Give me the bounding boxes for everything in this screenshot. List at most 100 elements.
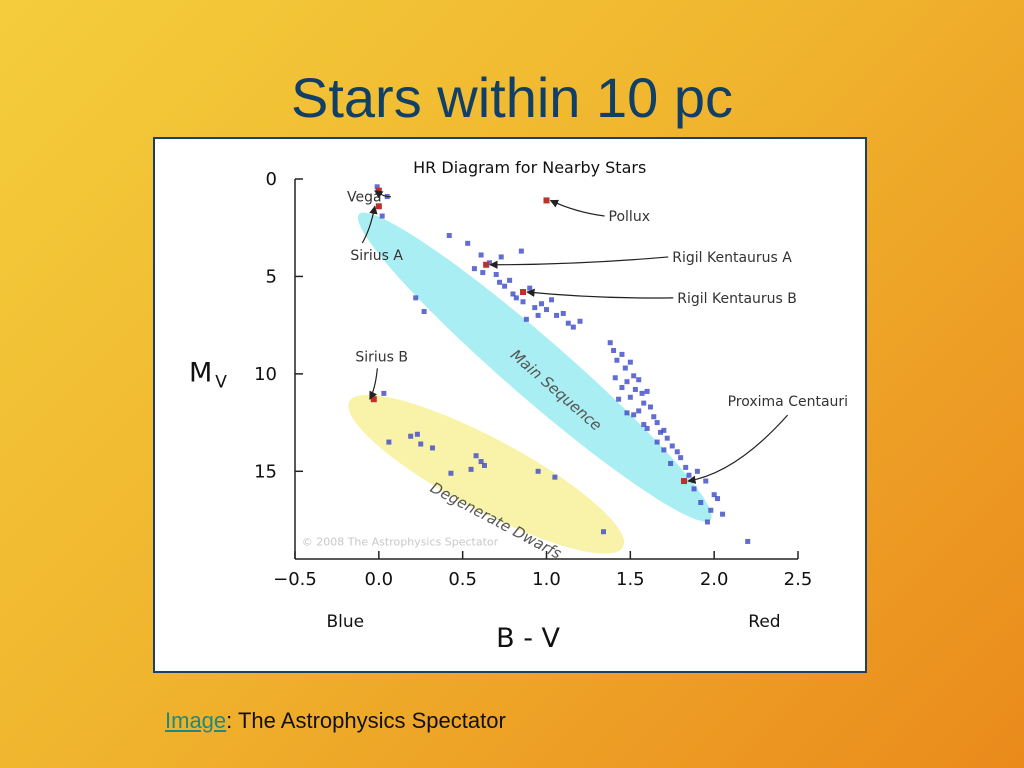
star-point-83 [429,445,435,451]
star-point-40 [636,377,642,383]
x-tick-label-2: 0.5 [448,569,477,590]
star-point-9 [480,270,486,276]
star-point-7 [518,248,524,254]
star-label-vega: Vega [347,190,382,206]
star-point-41 [632,386,638,392]
star-point-71 [745,538,751,544]
star-point-61 [686,472,692,478]
star-point-16 [513,295,519,301]
image-credit-source: : The Astrophysics Spectator [226,708,506,733]
star-point-49 [651,414,657,420]
star-point-8 [471,266,477,272]
chart-markers [370,184,751,544]
star-point-75 [612,375,618,381]
star-point-24 [560,310,566,316]
star-point-39 [624,379,630,385]
chart-title: HR Diagram for Nearby Stars [413,158,646,177]
star-point-73 [631,412,637,418]
star-point-2 [379,213,385,219]
star-label-proxima-centauri: Proxima Centauri [728,394,848,410]
named-star-point-4 [520,289,527,296]
star-point-86 [473,453,479,459]
star-point-4 [465,240,471,246]
star-point-74 [616,396,622,402]
y-tick-label-0: 0 [266,169,277,190]
arrow-pollux [549,199,605,217]
star-point-76 [654,439,660,445]
star-point-12 [497,279,503,285]
x-tick-label-0: −0.5 [273,569,317,590]
star-point-56 [661,447,667,453]
star-point-72 [641,422,647,428]
x-tick-label-4: 1.5 [616,569,645,590]
star-label-sirius-a: Sirius A [350,248,403,264]
star-point-82 [418,441,424,447]
star-point-91 [601,529,607,535]
star-point-47 [647,404,653,410]
star-point-81 [414,431,420,437]
star-point-57 [674,449,680,455]
star-point-64 [691,486,697,492]
star-label-sirius-b: Sirius B [355,349,408,365]
chart-axes: −0.5 0.0 0.5 1.0 1.5 2.0 2.5 0 5 10 15 Blue Red B - V… [189,158,812,654]
star-label-rigil-kentaurus-a: Rigil Kentaurus A [672,250,792,266]
star-point-87 [478,459,484,465]
star-point-17 [520,299,526,305]
star-point-14 [507,277,513,283]
star-point-26 [570,324,576,330]
image-credit-link[interactable]: Image [165,708,227,733]
star-point-44 [644,388,650,394]
star-point-43 [627,394,633,400]
named-star-point-2 [543,197,550,204]
star-point-48 [636,408,642,414]
star-point-19 [532,305,538,311]
named-star-point-3 [483,261,490,268]
star-point-37 [627,359,633,365]
star-point-51 [654,420,660,426]
hr-diagram-chart: −0.5 0.0 0.5 1.0 1.5 2.0 2.5 0 5 10 15 Blue Red B - V… [189,158,848,654]
star-point-69 [720,511,726,517]
star-point-29 [577,318,583,324]
image-credit: Image: The Astrophysics Spectator [165,708,506,734]
star-point-80 [408,433,414,439]
star-point-18 [527,285,533,291]
star-point-89 [535,468,541,474]
star-point-55 [669,443,675,449]
star-point-70 [704,519,710,525]
x-tick-label-1: 0.0 [365,569,394,590]
star-point-28 [523,316,529,322]
star-point-67 [708,507,714,513]
star-point-77 [661,427,667,433]
arrow-rigil-kentaurus-a [489,256,669,269]
star-point-68 [715,496,721,502]
star-point-50 [624,410,630,416]
star-point-65 [711,492,717,498]
arrow-proxima-centauri [687,414,789,484]
x-tick-label-5: 2.0 [700,569,729,590]
slide-title: Stars within 10 pc [291,66,733,129]
star-point-34 [614,357,620,363]
star-point-85 [468,466,474,472]
star-point-0 [374,184,380,190]
named-star-point-5 [370,396,377,403]
star-point-58 [678,455,684,461]
star-point-60 [683,464,689,470]
chart-copyright: © 2008 The Astrophysics Spectator [302,535,499,548]
x-tick-label-3: 1.0 [532,569,561,590]
star-point-21 [544,307,549,313]
star-point-31 [421,309,427,315]
star-point-15 [510,291,516,297]
star-point-59 [668,461,674,467]
y-tick-label-3: 15 [254,461,277,482]
star-point-54 [664,435,670,441]
star-point-32 [607,340,613,346]
star-point-35 [619,351,625,357]
star-point-52 [644,425,650,431]
x-end-label-red: Red [748,612,780,632]
star-point-45 [619,385,625,391]
star-label-pollux: Pollux [609,209,650,225]
star-point-53 [658,429,664,435]
star-point-30 [413,295,419,301]
star-point-23 [554,312,560,318]
